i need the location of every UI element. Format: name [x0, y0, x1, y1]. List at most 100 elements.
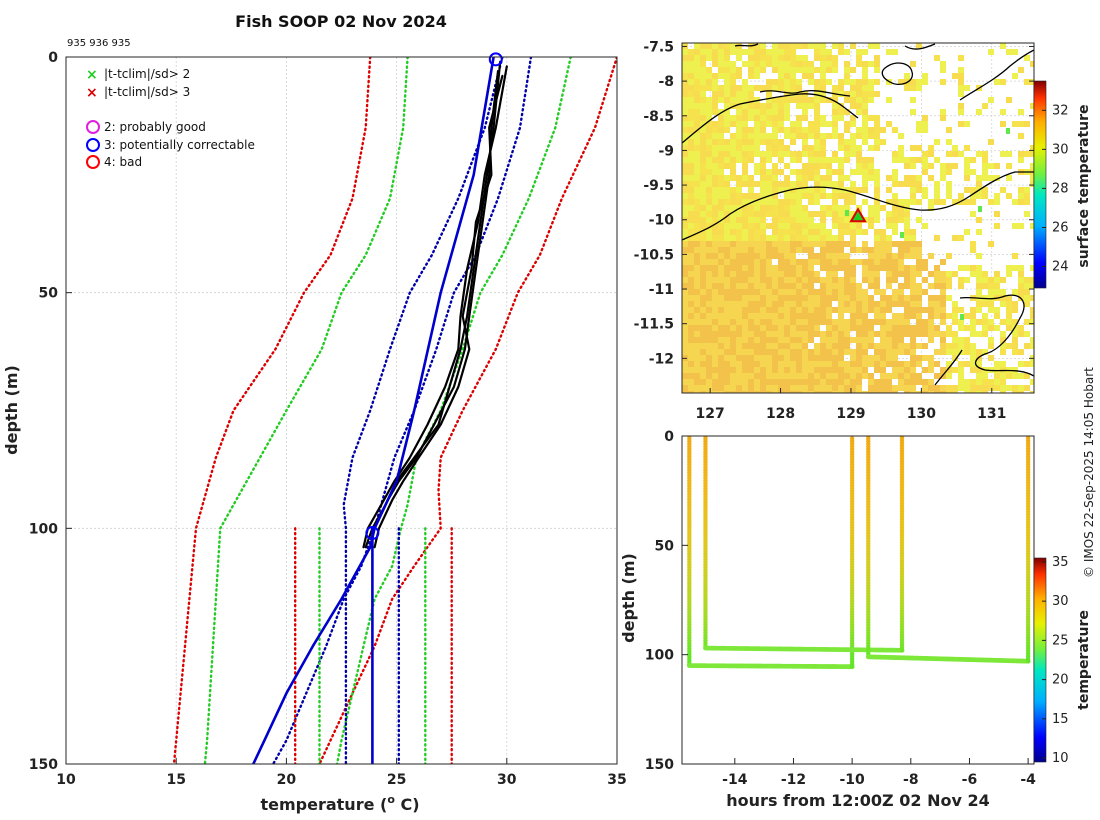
sst-cell [694, 85, 700, 91]
sst-cell [700, 181, 706, 187]
sst-cell [820, 253, 826, 259]
temp-cb-tick-label-35: 35 [1052, 555, 1069, 570]
sst-cell [940, 271, 946, 277]
sst-cell [874, 175, 880, 181]
sst-cell [868, 277, 874, 283]
sst-cell [712, 229, 718, 235]
sst-cell [766, 79, 772, 85]
sst-cell [730, 205, 736, 211]
sst-cell [802, 355, 808, 361]
sst-cell [796, 337, 802, 343]
sst-cell [946, 361, 952, 367]
sst-cell [892, 295, 898, 301]
sst-cell [766, 151, 772, 157]
sst-cell [814, 301, 820, 307]
sst-cell [868, 115, 874, 121]
sst-cell [766, 319, 772, 325]
sst-cell [718, 43, 724, 49]
sst-cell [778, 127, 784, 133]
sst-cell [688, 385, 694, 391]
sst-cell [892, 151, 898, 157]
sst-cell [916, 187, 922, 193]
sst-cell [712, 373, 718, 379]
sst-cell [784, 211, 790, 217]
sst-cell [868, 265, 874, 271]
sst-cell [922, 355, 928, 361]
sst-cell [832, 373, 838, 379]
sst-cell [802, 109, 808, 115]
sst-cell [724, 301, 730, 307]
sst-cell [826, 379, 832, 385]
sst-cell [808, 163, 814, 169]
sst-cell [814, 163, 820, 169]
sst-cell [850, 391, 856, 393]
sst-cell [694, 97, 700, 103]
sst-cell [736, 109, 742, 115]
sst-cell [712, 259, 718, 265]
sst-cell [688, 127, 694, 133]
sst-cell [994, 223, 1000, 229]
sst-cell [712, 61, 718, 67]
sst-cell [910, 307, 916, 313]
sst-cell [844, 301, 850, 307]
sst-cell [946, 391, 952, 393]
sst-cell [772, 145, 778, 151]
sst-cell [796, 115, 802, 121]
legend-entry-probably-good: 2: probably good [86, 120, 206, 134]
sst-cell [802, 67, 808, 73]
sst-cell [748, 361, 754, 367]
sst-cell [682, 385, 688, 391]
sst-cell [754, 349, 760, 355]
sst-cell [946, 283, 952, 289]
sst-cell [856, 343, 862, 349]
sst-cell [682, 301, 688, 307]
sst-cell [766, 157, 772, 163]
sst-cell [850, 247, 856, 253]
legend-entry-sd3: × |t-tclim|/sd> 3 [86, 85, 190, 101]
sst-cell [784, 55, 790, 61]
sst-cell [988, 295, 994, 301]
sst-cell [682, 379, 688, 385]
sst-cell [850, 367, 856, 373]
sst-cb-tick-label-32: 32 [1052, 103, 1069, 118]
sst-cell [802, 169, 808, 175]
sst-cell [754, 121, 760, 127]
sst-cell [898, 271, 904, 277]
sst-cell [778, 97, 784, 103]
sst-cell [922, 259, 928, 265]
sst-cell [754, 271, 760, 277]
sst-cell-cool [960, 314, 964, 320]
sst-cell [760, 283, 766, 289]
sst-cell [724, 91, 730, 97]
sst-cell [766, 205, 772, 211]
sst-cell [802, 349, 808, 355]
sst-cell [760, 235, 766, 241]
sst-cell [820, 283, 826, 289]
map-coastlines [682, 43, 1034, 386]
sst-cell [820, 73, 826, 79]
sst-cell [778, 151, 784, 157]
sst-cell [970, 325, 976, 331]
sst-cell [724, 97, 730, 103]
sst-cell [718, 157, 724, 163]
sst-cell [1018, 325, 1024, 331]
sst-cell [838, 79, 844, 85]
map-tick-label-lat--9.5: -9.5 [643, 178, 674, 194]
sst-cell [766, 355, 772, 361]
sst-cell [796, 169, 802, 175]
sst-cell [1012, 121, 1018, 127]
sst-cell [760, 247, 766, 253]
sst-cell [694, 367, 700, 373]
sst-cell [1012, 199, 1018, 205]
sst-cell [754, 319, 760, 325]
sst-cell [916, 259, 922, 265]
sst-cell [730, 355, 736, 361]
sst-cell [724, 157, 730, 163]
sst-cell [748, 103, 754, 109]
sst-cell [766, 325, 772, 331]
sst-cell [808, 121, 814, 127]
sst-cell [760, 217, 766, 223]
sst-cell [730, 289, 736, 295]
sst-cell [718, 319, 724, 325]
sst-cell [730, 325, 736, 331]
